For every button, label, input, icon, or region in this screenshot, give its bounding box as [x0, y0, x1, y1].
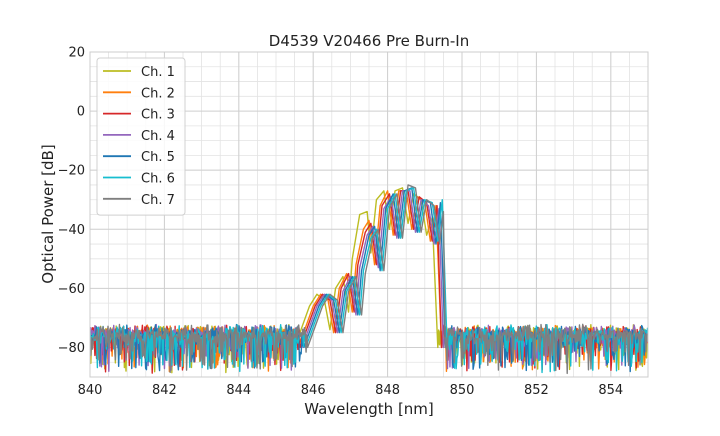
- x-tick-label: 854: [598, 383, 623, 398]
- x-tick-label: 850: [450, 383, 475, 398]
- y-tick-label: −20: [58, 164, 85, 179]
- x-tick-label: 842: [152, 383, 177, 398]
- legend: Ch. 1 Ch. 2 Ch. 3 Ch. 4 Ch. 5 Ch. 6 Ch. 7: [96, 57, 186, 216]
- y-axis-label: Optical Power [dB]: [39, 144, 57, 283]
- chart-title: D4539 V20466 Pre Burn-In: [269, 32, 469, 50]
- legend-box: [96, 57, 186, 216]
- legend-label: Ch. 7: [141, 193, 175, 208]
- y-tick-label: −60: [58, 282, 85, 297]
- y-tick-label: −40: [58, 223, 85, 238]
- plot-frame: [89, 51, 649, 378]
- x-tick-label: 848: [375, 383, 400, 398]
- x-tick-label: 846: [301, 383, 326, 398]
- legend-label: Ch. 1: [141, 65, 175, 80]
- legend-label: Ch. 2: [141, 86, 175, 101]
- y-tick-label: 0: [77, 105, 85, 120]
- x-axis-label: Wavelength [nm]: [304, 400, 434, 418]
- legend-label: Ch. 6: [141, 172, 175, 187]
- legend-label: Ch. 4: [141, 129, 175, 144]
- x-tick-label: 852: [524, 383, 549, 398]
- series-layer: [90, 184, 648, 375]
- x-tick-label: 840: [78, 383, 103, 398]
- legend-label: Ch. 3: [141, 108, 175, 123]
- x-tick-label: 844: [226, 383, 251, 398]
- legend-label: Ch. 5: [141, 150, 175, 165]
- y-tick-label: −80: [58, 341, 85, 356]
- tick-labels: 840 842 844 846 848 850 852 854 −80 −60 −40 −20 0 20: [58, 46, 624, 399]
- series-line-7: [90, 184, 648, 375]
- series-line-6: [90, 187, 648, 374]
- y-tick-label: 20: [68, 46, 85, 61]
